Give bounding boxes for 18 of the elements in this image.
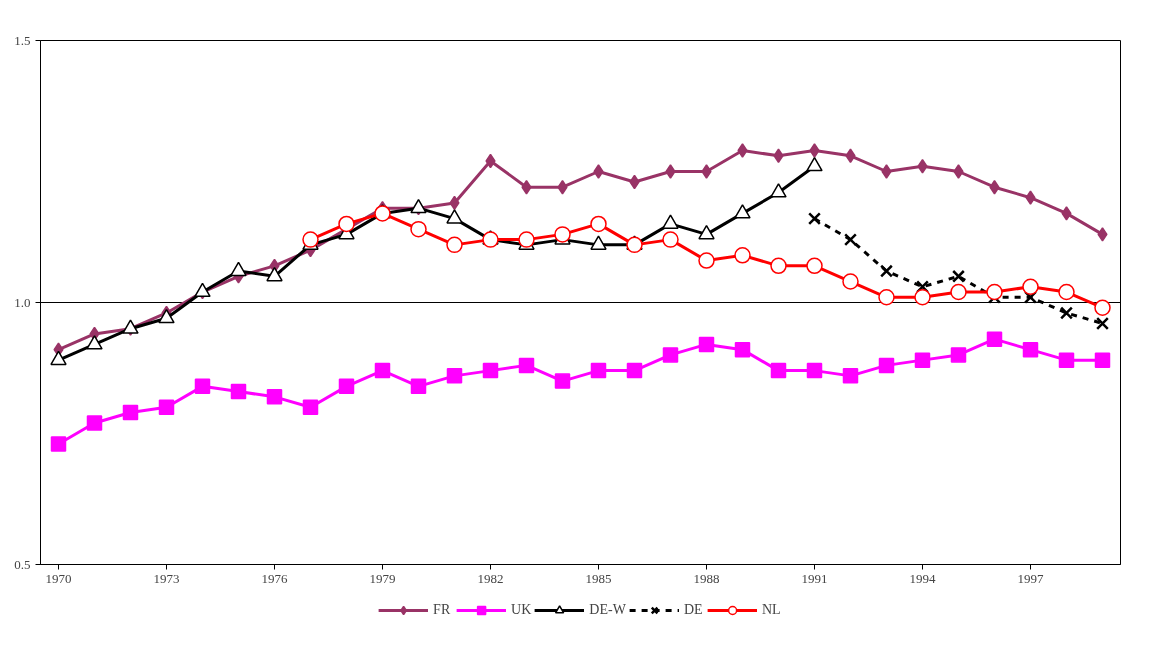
x-tick-label: 1985: [585, 570, 612, 586]
y-tick-label: 1.0: [14, 294, 31, 310]
x-tick-label: 1988: [693, 570, 720, 586]
x-tick-label: 1976: [261, 570, 288, 586]
y-tick-label: 1.5: [14, 32, 31, 48]
x-tick-label: 1973: [153, 570, 180, 586]
legend-label: FR: [433, 602, 452, 618]
y-tick-label: 0.5: [14, 556, 31, 572]
legend-label: DE-W: [589, 602, 626, 618]
legend-label: NL: [761, 602, 782, 618]
x-tick-label: 1979: [369, 570, 396, 586]
x-tick-label: 1970: [45, 570, 72, 586]
legend-label: UK: [511, 602, 532, 618]
x-tick-label: 1982: [477, 570, 504, 586]
x-tick-label: 1991: [801, 570, 828, 586]
legend-label: DE: [683, 602, 704, 618]
x-tick-label: 1997: [1017, 570, 1044, 586]
x-tick-label: 1994: [909, 570, 936, 586]
